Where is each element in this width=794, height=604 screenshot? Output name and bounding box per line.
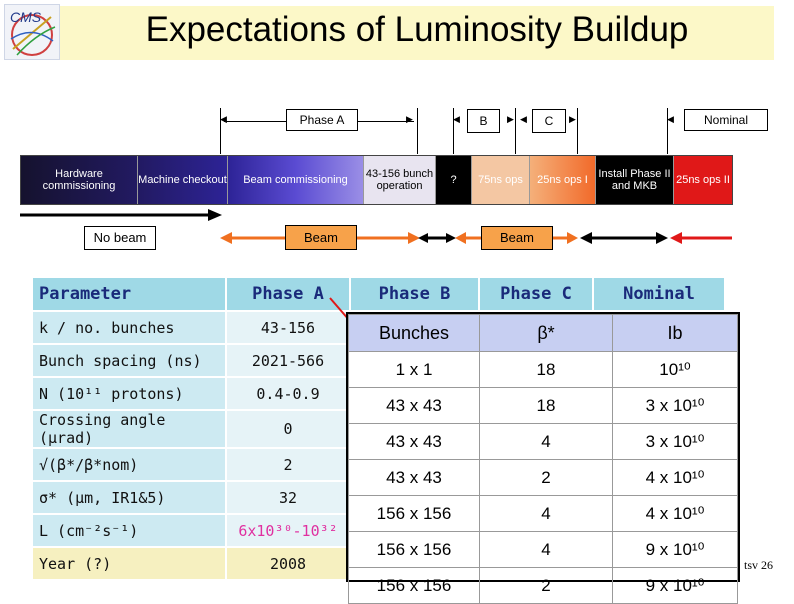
bunches-value: 43 x 43 <box>348 387 480 424</box>
phase-a-right-tick <box>417 108 418 154</box>
table-row: 43 x 43 18 3 x 10¹⁰ <box>348 387 738 424</box>
beta-value: 2 <box>479 459 613 496</box>
timeline-bunch-operation: 43-156 bunch operation <box>364 156 436 204</box>
header-ib: Ib <box>612 314 738 352</box>
beta-value: 4 <box>479 495 613 532</box>
phase-a-value: 0 <box>225 409 351 449</box>
bunches-value: 43 x 43 <box>348 459 480 496</box>
bunches-value: 43 x 43 <box>348 423 480 460</box>
timeline-75ns-ops: 75ns ops <box>472 156 530 204</box>
header-nominal: Nominal <box>592 276 726 312</box>
phase-c-right-tick <box>577 108 578 154</box>
beam-phase-bc-label: Beam <box>481 226 553 250</box>
timeline-25ns-ops-2: 25ns ops II <box>674 156 732 204</box>
no-beam-label: No beam <box>84 226 156 250</box>
table-row: 1 x 1 18 10¹⁰ <box>348 351 738 388</box>
phase-a-value: 0.4-0.9 <box>225 376 351 411</box>
beta-value: 18 <box>479 387 613 424</box>
bunches-value: 156 x 156 <box>348 495 480 532</box>
phase-c-label: C <box>532 109 566 133</box>
header-phase-c: Phase C <box>478 276 594 312</box>
phase-b-right-tick <box>515 108 516 154</box>
arrow-right-icon: ▶ <box>569 114 576 124</box>
ib-value: 3 x 10¹⁰ <box>612 387 738 424</box>
param-label: k / no. bunches <box>31 310 227 345</box>
beam-arrows <box>20 209 732 244</box>
arrow-left-icon: ◀ <box>520 114 527 124</box>
slide-footer: tsv 26 <box>744 558 774 572</box>
phase-a-label: Phase A <box>286 109 358 131</box>
param-label: √(β*/β*nom) <box>31 447 227 482</box>
timeline-install-phase-2: Install Phase II and MKB <box>596 156 674 204</box>
phase-a-value: 32 <box>225 480 351 515</box>
bunch-table: Bunches β* Ib 1 x 1 18 10¹⁰ 43 x 43 18 3 x 1… <box>348 314 738 604</box>
bunches-value: 1 x 1 <box>348 351 480 388</box>
arrow-left-icon: ◀ <box>667 114 674 124</box>
beta-value: 4 <box>479 531 613 568</box>
phase-b-left-tick <box>453 108 454 154</box>
phase-a-value: 2021-566 <box>225 343 351 378</box>
ib-value: 9 x 10¹⁰ <box>612 567 738 604</box>
nominal-label: Nominal <box>684 109 768 131</box>
bunches-value: 156 x 156 <box>348 567 480 604</box>
param-label: Year (?) <box>31 546 227 581</box>
header-parameter: Parameter <box>31 276 227 312</box>
timeline-beam-commissioning: Beam commissioning <box>228 156 364 204</box>
ib-value: 4 x 10¹⁰ <box>612 495 738 532</box>
table-row: 43 x 43 4 3 x 10¹⁰ <box>348 423 738 460</box>
bunch-table-header: Bunches β* Ib <box>348 314 738 352</box>
header-bunches: Bunches <box>348 314 480 352</box>
timeline-hardware-commissioning: Hardware commissioning <box>21 156 138 204</box>
param-label: N (10¹¹ protons) <box>31 376 227 411</box>
ib-value: 9 x 10¹⁰ <box>612 531 738 568</box>
phase-a-left-tick <box>220 108 221 154</box>
header-phase-b: Phase B <box>349 276 480 312</box>
table-row: 156 x 156 4 9 x 10¹⁰ <box>348 531 738 568</box>
slide-title: Expectations of Luminosity Buildup <box>145 10 689 49</box>
ib-value: 10¹⁰ <box>612 351 738 388</box>
arrow-left-icon: ◀ <box>453 114 460 124</box>
timeline-unknown: ? <box>436 156 472 204</box>
header-phase-a: Phase A <box>225 276 351 312</box>
cms-logo: CMS <box>4 4 60 60</box>
phase-b-label: B <box>467 109 500 133</box>
arrow-right-icon: ▶ <box>507 114 514 124</box>
arrow-left-icon: ◀ <box>220 114 227 124</box>
phase-a-value: 6x10³⁰-10³² <box>225 513 351 548</box>
table-row: 156 x 156 2 9 x 10¹⁰ <box>348 567 738 604</box>
ib-value: 3 x 10¹⁰ <box>612 423 738 460</box>
header-beta-star: β* <box>479 314 613 352</box>
timeline-machine-checkout: Machine checkout <box>138 156 228 204</box>
nominal-left-tick <box>667 108 668 154</box>
param-label: σ* (μm, IR1&5) <box>31 480 227 515</box>
beam-phase-a-label: Beam <box>285 225 357 250</box>
phase-a-value: 2 <box>225 447 351 482</box>
table-row: 43 x 43 2 4 x 10¹⁰ <box>348 459 738 496</box>
phase-a-value: 2008 <box>225 546 351 581</box>
title-bar <box>60 6 774 60</box>
timeline-band: Hardware commissioning Machine checkout … <box>20 155 733 205</box>
phase-a-value: 43-156 <box>225 310 351 345</box>
beta-value: 18 <box>479 351 613 388</box>
param-label: L (cm⁻²s⁻¹) <box>31 513 227 548</box>
param-label: Bunch spacing (ns) <box>31 343 227 378</box>
ib-value: 4 x 10¹⁰ <box>612 459 738 496</box>
timeline-25ns-ops-1: 25ns ops I <box>530 156 596 204</box>
table-row: 156 x 156 4 4 x 10¹⁰ <box>348 495 738 532</box>
bunches-value: 156 x 156 <box>348 531 480 568</box>
beta-value: 4 <box>479 423 613 460</box>
bunch-table-panel: Bunches β* Ib 1 x 1 18 10¹⁰ 43 x 43 18 3 x 1… <box>346 312 740 604</box>
arrow-right-icon: ▶ <box>406 114 413 124</box>
svg-text:CMS: CMS <box>10 9 42 25</box>
beta-value: 2 <box>479 567 613 604</box>
param-label: Crossing angle (μrad) <box>31 409 227 449</box>
parameter-table-header: Parameter Phase A Phase B Phase C Nomina… <box>31 276 726 312</box>
